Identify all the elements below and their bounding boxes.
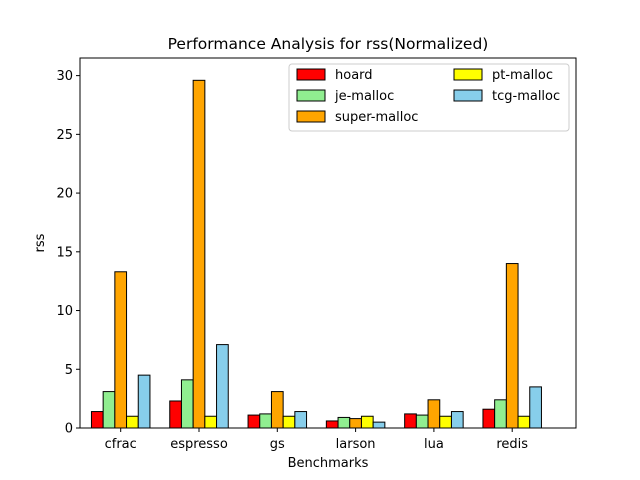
legend-swatch-super-malloc bbox=[296, 110, 326, 123]
bar-je-malloc-cfrac bbox=[102, 391, 116, 429]
y-tick-label: 20 bbox=[56, 187, 73, 202]
x-tick-label-gs: gs bbox=[270, 437, 285, 452]
bars-group bbox=[90, 79, 542, 429]
legend-label-hoard: hoard bbox=[335, 68, 373, 83]
bar-tcg-malloc-lua bbox=[450, 411, 464, 429]
bar-super-malloc-espresso bbox=[192, 79, 206, 429]
y-tick-label: 15 bbox=[56, 245, 73, 260]
bar-je-malloc-larson bbox=[337, 416, 351, 429]
bar-tcg-malloc-gs bbox=[294, 411, 308, 429]
bar-pt-malloc-redis bbox=[517, 415, 531, 429]
bar-pt-malloc-gs bbox=[282, 415, 296, 429]
bar-super-malloc-gs bbox=[270, 391, 284, 429]
legend-swatch-hoard bbox=[296, 68, 326, 81]
bar-je-malloc-lua bbox=[415, 414, 429, 429]
bar-super-malloc-redis bbox=[505, 263, 519, 429]
bar-tcg-malloc-larson bbox=[372, 421, 386, 429]
x-axis-label: Benchmarks bbox=[288, 456, 369, 471]
bar-pt-malloc-espresso bbox=[204, 415, 218, 429]
legend: hoard je-malloc super-malloc pt-malloc tcg-m… bbox=[288, 63, 570, 132]
legend-swatch-tcg-malloc bbox=[453, 89, 483, 102]
bar-tcg-malloc-espresso bbox=[216, 344, 229, 429]
x-axis-ticks: cfrac espresso gs larson lua redis bbox=[105, 428, 528, 452]
bar-hoard-lua bbox=[404, 413, 417, 429]
x-tick-label-espresso: espresso bbox=[170, 437, 228, 452]
legend-label-je-malloc: je-malloc bbox=[334, 89, 394, 104]
plot-frame bbox=[79, 57, 577, 429]
bar-hoard-espresso bbox=[169, 400, 182, 429]
bar-je-malloc-redis bbox=[494, 399, 507, 429]
y-axis-ticks: 0 5 10 15 20 25 30 bbox=[56, 69, 80, 437]
y-tick-label: 0 bbox=[65, 422, 73, 437]
legend-swatch-je-malloc bbox=[296, 89, 326, 102]
bar-pt-malloc-larson bbox=[360, 415, 374, 429]
x-tick-label-cfrac: cfrac bbox=[105, 437, 137, 452]
bar-tcg-malloc-cfrac bbox=[137, 374, 151, 429]
bar-je-malloc-espresso bbox=[180, 379, 194, 429]
x-tick-label-larson: larson bbox=[336, 437, 376, 452]
bar-hoard-cfrac bbox=[90, 411, 104, 429]
chart-title: Performance Analysis for rss(Normalized) bbox=[168, 35, 489, 53]
bar-hoard-redis bbox=[482, 408, 496, 429]
legend-label-super-malloc: super-malloc bbox=[335, 110, 418, 125]
y-tick-label: 25 bbox=[56, 128, 73, 143]
bar-tcg-malloc-redis bbox=[529, 386, 542, 429]
bar-super-malloc-larson bbox=[349, 418, 362, 429]
legend-label-pt-malloc: pt-malloc bbox=[492, 68, 553, 83]
legend-swatch-pt-malloc bbox=[453, 68, 483, 81]
bar-super-malloc-lua bbox=[427, 399, 441, 429]
bar-super-malloc-cfrac bbox=[114, 271, 128, 429]
bar-pt-malloc-lua bbox=[439, 415, 452, 429]
y-tick-label: 30 bbox=[56, 69, 73, 84]
legend-frame bbox=[288, 63, 570, 132]
bar-hoard-larson bbox=[325, 420, 339, 429]
legend-label-tcg-malloc: tcg-malloc bbox=[492, 89, 560, 104]
y-tick-label: 10 bbox=[56, 304, 73, 319]
x-tick-label-redis: redis bbox=[496, 437, 528, 452]
x-tick-label-lua: lua bbox=[424, 437, 444, 452]
bar-pt-malloc-cfrac bbox=[126, 415, 139, 429]
y-axis-label: rss bbox=[33, 233, 48, 252]
bar-je-malloc-gs bbox=[259, 413, 272, 429]
y-tick-label: 5 bbox=[65, 363, 73, 378]
bar-hoard-gs bbox=[247, 414, 261, 429]
